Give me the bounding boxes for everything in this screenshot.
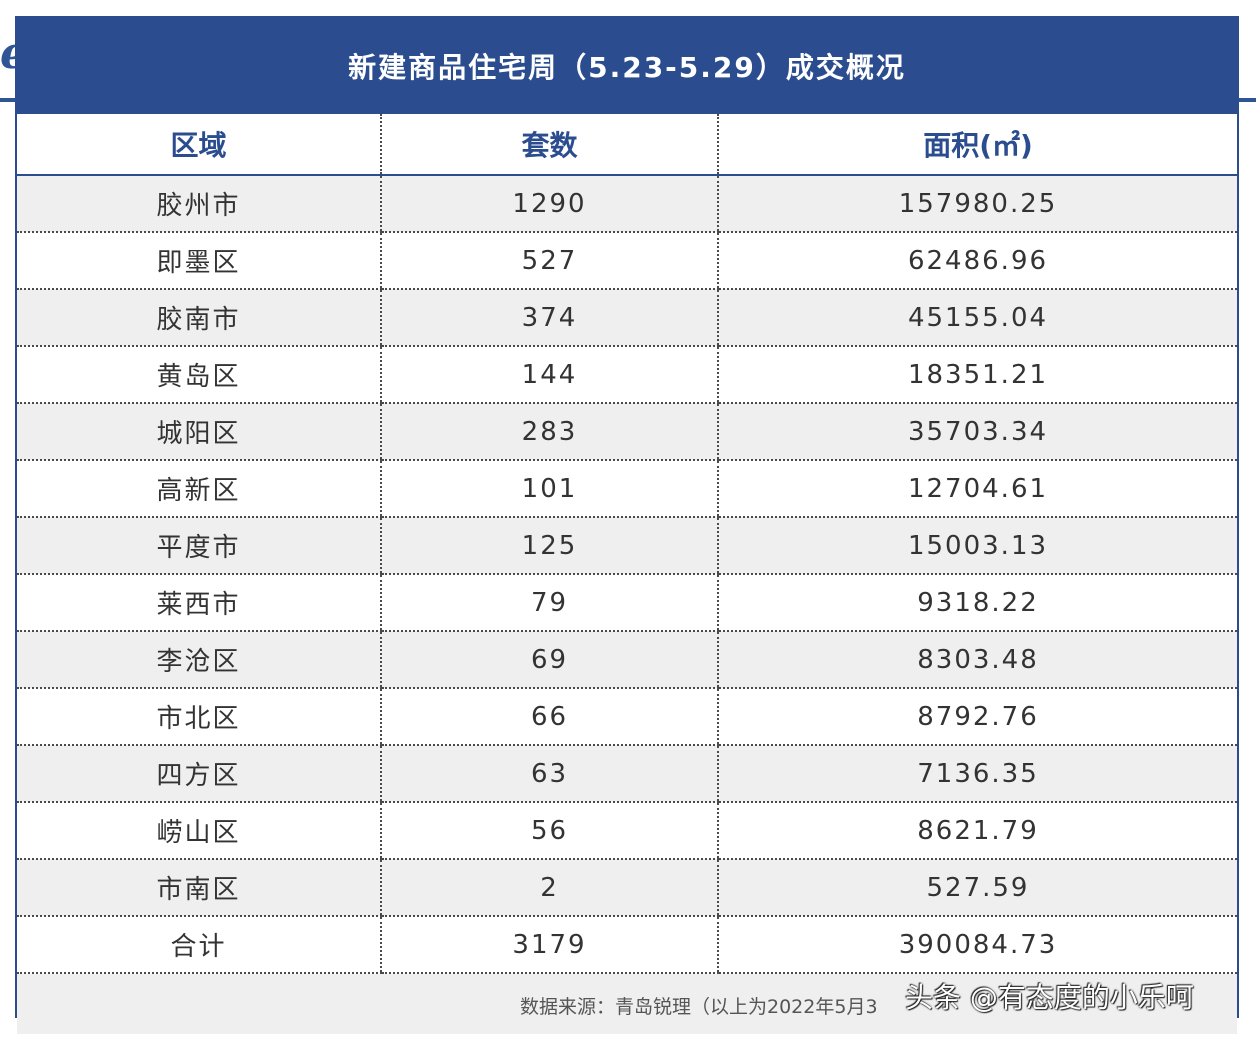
cell-units: 144 (380, 346, 718, 404)
table-row: 黄岛区 144 18351.21 (17, 346, 1237, 404)
cell-units: 1290 (380, 175, 718, 233)
transaction-table-card: 新建商品住宅周（5.23-5.29）成交概况 区域 套数 面积(㎡) 胶州市 1… (15, 16, 1239, 1034)
cell-region: 合计 (17, 916, 381, 974)
cell-area: 390084.73 (717, 916, 1237, 974)
table-row: 四方区 63 7136.35 (17, 745, 1237, 803)
cell-units: 3179 (380, 916, 718, 974)
cell-area: 18351.21 (717, 346, 1237, 404)
cell-units: 79 (380, 574, 718, 632)
cell-area: 45155.04 (717, 289, 1237, 347)
cell-area: 8792.76 (717, 688, 1237, 746)
cell-units: 101 (380, 460, 718, 518)
cell-area: 8303.48 (717, 631, 1237, 689)
column-header-units: 套数 (380, 114, 718, 176)
column-header-area: 面积(㎡) (717, 114, 1237, 176)
cell-region: 崂山区 (17, 802, 381, 860)
cell-units: 283 (380, 403, 718, 461)
cell-region: 黄岛区 (17, 346, 381, 404)
cell-units: 527 (380, 232, 718, 290)
table-header-row: 区域 套数 面积(㎡) (17, 114, 1237, 176)
cell-region: 城阳区 (17, 403, 381, 461)
transaction-table: 区域 套数 面积(㎡) 胶州市 1290 157980.25 即墨区 527 6… (17, 114, 1237, 974)
table-row: 平度市 125 15003.13 (17, 517, 1237, 575)
cell-units: 56 (380, 802, 718, 860)
cell-units: 125 (380, 517, 718, 575)
cell-units: 63 (380, 745, 718, 803)
cell-region: 即墨区 (17, 232, 381, 290)
cell-units: 69 (380, 631, 718, 689)
table-row: 城阳区 283 35703.34 (17, 403, 1237, 461)
table-row: 胶南市 374 45155.04 (17, 289, 1237, 347)
cell-area: 35703.34 (717, 403, 1237, 461)
cell-area: 9318.22 (717, 574, 1237, 632)
table-row: 崂山区 56 8621.79 (17, 802, 1237, 860)
table-row: 市北区 66 8792.76 (17, 688, 1237, 746)
table-row: 胶州市 1290 157980.25 (17, 175, 1237, 233)
cell-area: 12704.61 (717, 460, 1237, 518)
cell-region: 莱西市 (17, 574, 381, 632)
cell-area: 527.59 (717, 859, 1237, 917)
cell-area: 15003.13 (717, 517, 1237, 575)
cell-area: 62486.96 (717, 232, 1237, 290)
cell-units: 66 (380, 688, 718, 746)
background-text-fragment: ℯ (0, 28, 16, 79)
cell-area: 7136.35 (717, 745, 1237, 803)
table-title: 新建商品住宅周（5.23-5.29）成交概况 (17, 18, 1237, 114)
watermark: 头条 @有态度的小乐呵 (905, 981, 1194, 1014)
cell-region: 市北区 (17, 688, 381, 746)
table-row: 高新区 101 12704.61 (17, 460, 1237, 518)
table-total-row: 合计 3179 390084.73 (17, 916, 1237, 974)
cell-region: 胶南市 (17, 289, 381, 347)
cell-region: 李沧区 (17, 631, 381, 689)
cell-units: 374 (380, 289, 718, 347)
cell-area: 8621.79 (717, 802, 1237, 860)
cell-region: 四方区 (17, 745, 381, 803)
table-row: 即墨区 527 62486.96 (17, 232, 1237, 290)
cell-area: 157980.25 (717, 175, 1237, 233)
column-header-region: 区域 (17, 114, 381, 176)
background-rule-right (1238, 98, 1256, 102)
background-rule-left (0, 98, 16, 102)
cell-region: 市南区 (17, 859, 381, 917)
table-row: 莱西市 79 9318.22 (17, 574, 1237, 632)
source-footer: 数据来源：青岛锐理（以上为2022年5月3 (17, 974, 1237, 1034)
cell-region: 平度市 (17, 517, 381, 575)
cell-region: 高新区 (17, 460, 381, 518)
table-row: 李沧区 69 8303.48 (17, 631, 1237, 689)
cell-units: 2 (380, 859, 718, 917)
source-note: 数据来源：青岛锐理（以上为2022年5月3 (520, 996, 878, 1018)
cell-region: 胶州市 (17, 175, 381, 233)
table-row: 市南区 2 527.59 (17, 859, 1237, 917)
